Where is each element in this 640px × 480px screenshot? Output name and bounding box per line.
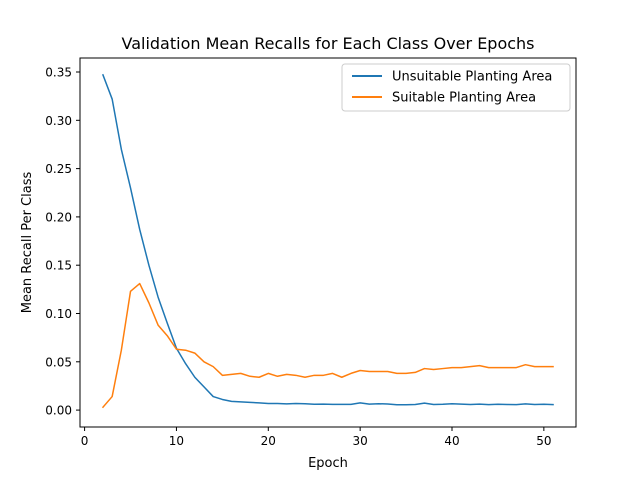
series-line-1 [101, 282, 554, 409]
plot-frame [79, 57, 577, 428]
x-tick-label: 20 [261, 434, 276, 448]
x-tick-label: 0 [81, 434, 89, 448]
x-tick-label: 30 [353, 434, 368, 448]
legend-label-unsuitable: Unsuitable Planting Area [392, 70, 552, 85]
y-tick-label: 0.05 [45, 355, 72, 369]
y-tick-label: 0.10 [45, 307, 72, 321]
x-tick-label: 10 [169, 434, 184, 448]
series-line-0 [101, 73, 554, 406]
y-tick-label: 0.35 [45, 66, 72, 80]
y-axis-label: Mean Recall Per Class [20, 172, 35, 314]
x-tick-label: 40 [444, 434, 459, 448]
x-axis-ticks: 0 10 20 30 40 50 [81, 427, 551, 448]
legend: Unsuitable Planting Area Suitable Planti… [341, 63, 571, 112]
y-tick-label: 0.25 [45, 162, 72, 176]
legend-box [341, 63, 571, 112]
chart-title: Validation Mean Recalls for Each Class O… [121, 34, 534, 53]
plot-lines [101, 73, 554, 409]
y-tick-label: 0.00 [45, 404, 72, 418]
x-axis-label: Epoch [308, 456, 348, 471]
y-axis-ticks: 0.00 0.05 0.10 0.15 0.20 0.25 0.30 0.35 [45, 66, 80, 418]
y-tick-label: 0.20 [45, 210, 72, 224]
y-tick-label: 0.15 [45, 259, 72, 273]
y-tick-label: 0.30 [45, 114, 72, 128]
x-tick-label: 50 [536, 434, 551, 448]
legend-label-suitable: Suitable Planting Area [392, 91, 536, 106]
